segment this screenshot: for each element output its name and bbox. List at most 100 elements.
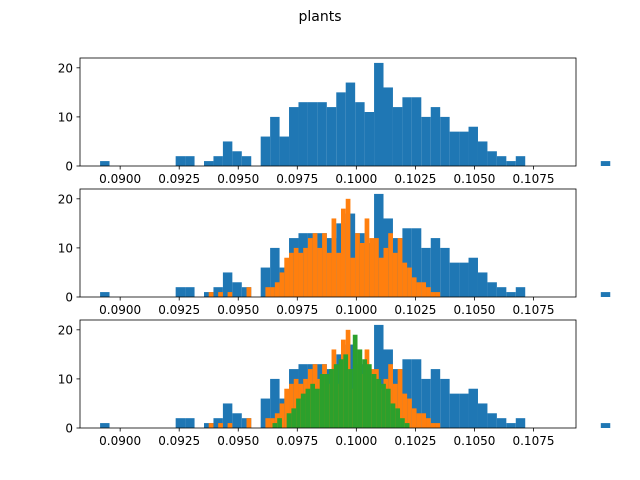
histogram-bar bbox=[430, 423, 436, 428]
axes-frame bbox=[79, 57, 577, 167]
histogram-bar bbox=[430, 369, 441, 428]
histogram-bar bbox=[340, 208, 346, 297]
x-tick-label: 0.0900 bbox=[99, 172, 141, 186]
histogram-bar bbox=[208, 423, 214, 428]
histogram-bar bbox=[402, 97, 412, 166]
histogram-bar bbox=[402, 262, 408, 297]
histogram-bar bbox=[388, 233, 393, 297]
histogram-bar bbox=[362, 359, 367, 428]
histogram-bar bbox=[496, 287, 507, 297]
histogram-bar bbox=[435, 423, 441, 428]
histogram-bar bbox=[336, 92, 346, 166]
histogram-bar bbox=[312, 233, 318, 297]
x-tick-label: 0.1075 bbox=[512, 303, 554, 317]
y-tick-label: 10 bbox=[58, 372, 73, 386]
histogram-bar bbox=[374, 62, 384, 166]
histogram-bar bbox=[383, 247, 389, 297]
histogram-bar bbox=[348, 369, 353, 428]
histogram-bar bbox=[411, 97, 422, 166]
histogram-bar bbox=[421, 247, 431, 297]
x-tick-label: 0.1000 bbox=[335, 303, 377, 317]
x-tick-label: 0.0900 bbox=[99, 303, 141, 317]
histogram-bar bbox=[506, 161, 516, 166]
histogram-bar bbox=[411, 408, 417, 428]
histogram-bar bbox=[100, 423, 110, 428]
y-tick-label: 20 bbox=[58, 61, 73, 75]
histogram-bar bbox=[468, 257, 478, 297]
histogram-bar bbox=[336, 252, 341, 297]
x-tick-label: 0.0975 bbox=[276, 434, 318, 448]
histogram-bar bbox=[392, 238, 403, 297]
histogram-bar bbox=[317, 102, 327, 166]
histogram-bar bbox=[310, 383, 316, 428]
histogram-bar bbox=[270, 116, 280, 166]
histogram-bar bbox=[600, 161, 611, 166]
histogram-bar bbox=[227, 423, 233, 428]
histogram-bar bbox=[284, 388, 290, 428]
x-tick-label: 0.0950 bbox=[217, 172, 259, 186]
x-tick-label: 0.1025 bbox=[394, 303, 436, 317]
histogram-bar bbox=[392, 107, 403, 166]
histogram-bar bbox=[496, 418, 507, 428]
histogram-bar bbox=[416, 413, 422, 428]
histogram-bar bbox=[319, 374, 325, 428]
histogram-bar bbox=[338, 359, 344, 428]
histogram-bar bbox=[274, 282, 280, 297]
histogram-bar bbox=[426, 287, 431, 297]
y-tick-label: 0 bbox=[65, 160, 73, 174]
series-blue bbox=[100, 62, 611, 166]
histogram-bar bbox=[449, 131, 460, 166]
series-blue bbox=[100, 193, 611, 297]
histogram-bar bbox=[293, 247, 299, 297]
histogram-bar bbox=[289, 383, 294, 428]
histogram-bar bbox=[496, 156, 507, 166]
histogram-bar bbox=[364, 112, 375, 166]
histogram-bar bbox=[376, 378, 382, 428]
histogram-bar bbox=[272, 423, 278, 428]
histogram-bar bbox=[430, 238, 441, 297]
histogram-bar bbox=[392, 252, 398, 297]
histogram-bar bbox=[298, 102, 308, 166]
histogram-bar bbox=[421, 116, 431, 166]
x-tick-label: 0.1000 bbox=[335, 434, 377, 448]
histogram-bar bbox=[270, 418, 275, 428]
histogram-bar bbox=[357, 349, 363, 428]
histogram-bar bbox=[411, 277, 417, 297]
histogram-bar bbox=[355, 102, 365, 166]
histogram-bar bbox=[402, 228, 412, 297]
histogram-bar bbox=[279, 403, 285, 428]
histogram-bar bbox=[378, 257, 384, 297]
x-tick-label: 0.0925 bbox=[158, 434, 200, 448]
x-tick-label: 0.1000 bbox=[335, 172, 377, 186]
histogram-bar bbox=[300, 393, 306, 428]
series-orange bbox=[208, 198, 441, 297]
histogram-bar bbox=[395, 408, 401, 428]
histogram-bar bbox=[411, 228, 422, 297]
y-tick-label: 10 bbox=[58, 241, 73, 255]
y-tick-label: 0 bbox=[65, 422, 73, 436]
histogram-bar bbox=[404, 423, 410, 428]
histogram-bar bbox=[374, 238, 379, 297]
histogram-bar bbox=[289, 252, 294, 297]
histogram-bar bbox=[515, 287, 526, 297]
histogram-bar bbox=[260, 136, 271, 166]
histogram-bar bbox=[421, 282, 427, 297]
histogram-bar bbox=[175, 156, 186, 166]
histogram-bar bbox=[208, 292, 214, 297]
histogram-bar bbox=[407, 267, 412, 297]
histogram-bar bbox=[307, 233, 318, 297]
histogram-bar bbox=[440, 116, 450, 166]
histogram-bar bbox=[345, 213, 356, 297]
axes-panel-2: 0.0900 0.0925 0.0950 0.0975 0.1000 0.1025 0.10… bbox=[58, 188, 611, 317]
x-tick-label: 0.1050 bbox=[453, 172, 495, 186]
histogram-bar bbox=[315, 388, 320, 428]
histogram-bar bbox=[430, 107, 441, 166]
histogram-bar bbox=[385, 388, 391, 428]
histogram-bar bbox=[185, 156, 195, 166]
histogram-bar bbox=[487, 413, 497, 428]
histogram-bar bbox=[279, 272, 285, 297]
histogram-bar bbox=[440, 378, 450, 428]
histogram-bar bbox=[270, 378, 280, 428]
histogram-bar bbox=[326, 107, 337, 166]
